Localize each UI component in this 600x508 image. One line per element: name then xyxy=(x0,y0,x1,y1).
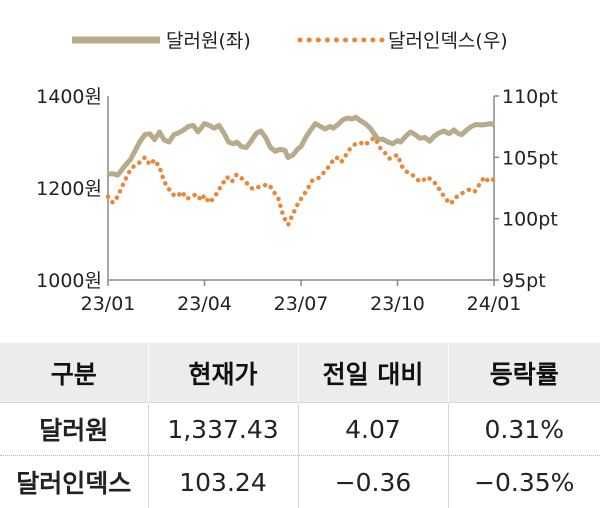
row-current-price: 103.24 xyxy=(148,456,298,508)
header-category: 구분 xyxy=(0,343,148,403)
legend-label-dxy: 달러인덱스(우) xyxy=(388,30,508,52)
fx-chart: 달러원(좌) 달러인덱스(우) 1400원 1200원 1000원 110pt 105p… xyxy=(0,0,600,340)
table-row: 달러인덱스 103.24 −0.36 −0.35% xyxy=(0,456,600,508)
legend-label-usdkrw: 달러원(좌) xyxy=(166,30,251,52)
table-header-row: 구분 현재가 전일 대비 등락률 xyxy=(0,343,600,403)
x-tick-label: 23/01 xyxy=(81,293,136,315)
legend: 달러원(좌) 달러인덱스(우) xyxy=(72,30,508,52)
header-change: 전일 대비 xyxy=(298,343,448,403)
left-tick-label: 1200원 xyxy=(36,178,102,200)
right-tick-label: 100pt xyxy=(502,209,558,231)
dxy-line xyxy=(108,138,494,225)
left-tick-label: 1400원 xyxy=(36,86,102,108)
x-tick-label: 23/10 xyxy=(370,293,425,315)
x-tick-label: 24/01 xyxy=(467,293,522,315)
row-label: 달러원 xyxy=(0,403,148,456)
fx-table: 구분 현재가 전일 대비 등락률 달러원 1,337.43 4.07 0.31%… xyxy=(0,343,600,508)
x-tick-label: 23/07 xyxy=(274,293,329,315)
x-tick-label: 23/04 xyxy=(177,293,232,315)
row-change-rate: −0.35% xyxy=(448,456,600,508)
right-tick-label: 95pt xyxy=(502,270,546,292)
row-label: 달러인덱스 xyxy=(0,456,148,508)
row-change-rate: 0.31% xyxy=(448,403,600,456)
usdkrw-line xyxy=(108,117,494,175)
right-tick-label: 110pt xyxy=(502,86,558,108)
row-change: 4.07 xyxy=(298,403,448,456)
right-tick-label: 105pt xyxy=(502,147,558,169)
row-change: −0.36 xyxy=(298,456,448,508)
axes xyxy=(108,96,494,280)
header-current-price: 현재가 xyxy=(148,343,298,403)
header-change-rate: 등락률 xyxy=(448,343,600,403)
table-row: 달러원 1,337.43 4.07 0.31% xyxy=(0,403,600,456)
left-tick-label: 1000원 xyxy=(36,270,102,292)
row-current-price: 1,337.43 xyxy=(148,403,298,456)
